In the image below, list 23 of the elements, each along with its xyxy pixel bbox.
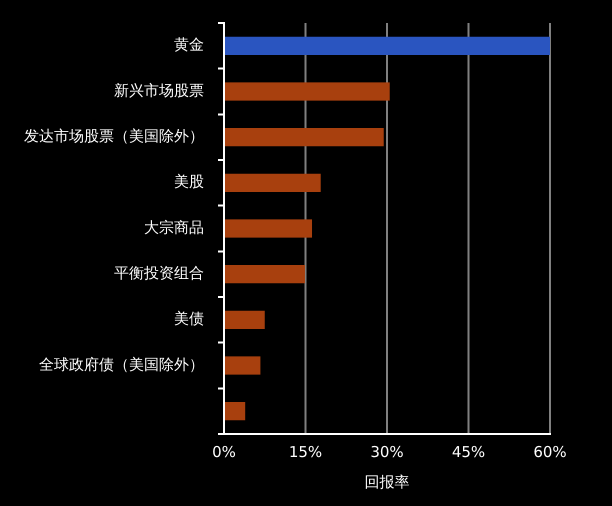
y-tick-label: 全球政府债（美国除外） [39,355,204,374]
bar [225,356,260,375]
bar [225,36,550,55]
bar [225,402,246,420]
bar [225,128,384,146]
y-tick-label: 美债 [174,310,204,328]
y-tick-label: 平衡投资组合 [114,264,204,282]
bar [225,219,312,238]
y-tick-label: 黄金 [174,36,204,54]
x-axis-title: 回报率 [364,472,410,491]
y-tick-label: 大宗商品 [144,218,204,236]
y-tick-label: 发达市场股票（美国除外） [24,127,204,146]
x-tick-label: 45% [452,442,486,461]
x-tick-label: 30% [370,442,404,461]
x-tick-label: 0% [212,442,236,461]
bar [225,174,321,192]
y-tick-label: 美股 [174,172,204,191]
x-tick-label: 15% [288,442,322,461]
bar [225,82,390,101]
bar [225,310,265,329]
x-tick-label: 60% [533,442,567,461]
bar [225,265,305,284]
y-tick-label: 新兴市场股票 [114,81,204,100]
